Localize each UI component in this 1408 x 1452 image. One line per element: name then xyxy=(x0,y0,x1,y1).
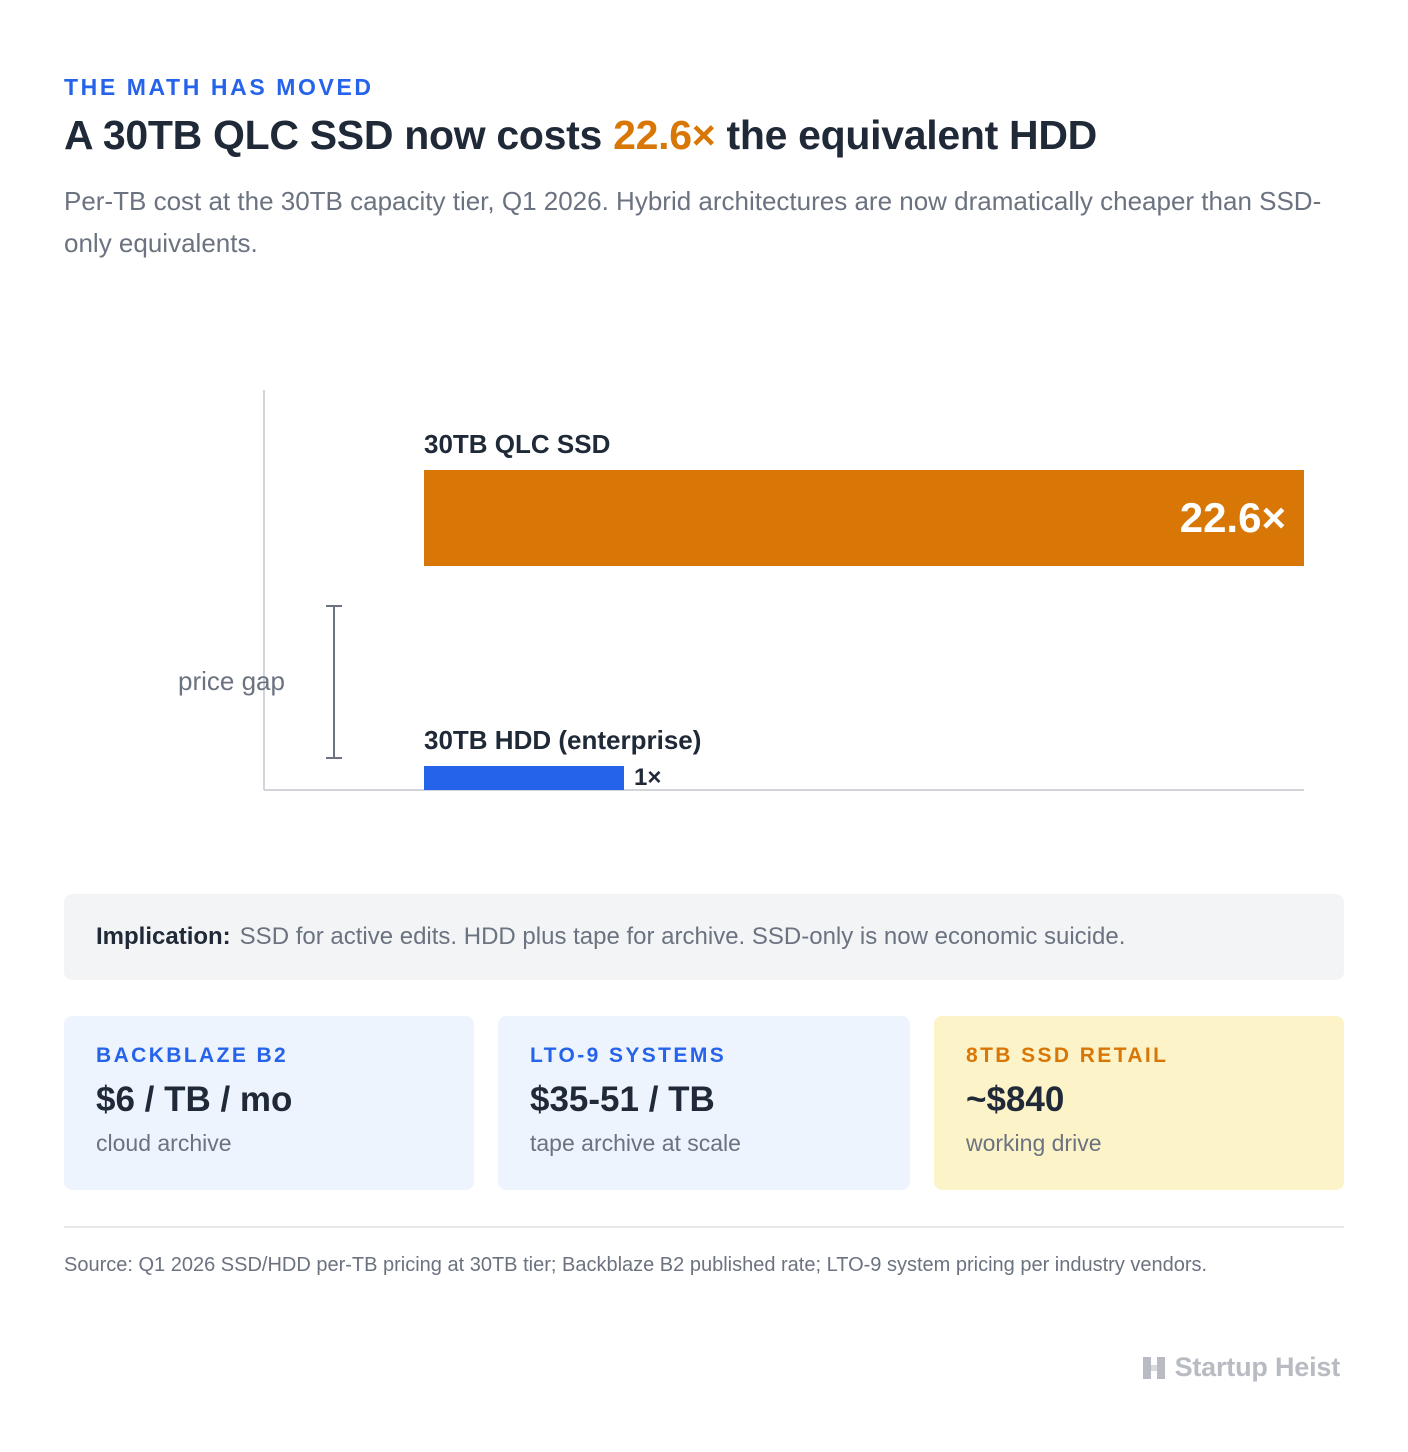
implication-text: SSD for active edits. HDD plus tape for … xyxy=(239,923,1126,950)
card-value: $35-51 / TB xyxy=(530,1080,715,1119)
headline-accent: 22.6× xyxy=(613,112,716,158)
bar-ssd xyxy=(424,470,1304,566)
card-value: $6 / TB / mo xyxy=(96,1080,293,1119)
price-gap-bracket xyxy=(326,605,342,759)
card-label: LTO-9 SYSTEMS xyxy=(530,1044,727,1067)
eyebrow-label: THE MATH HAS MOVED xyxy=(64,74,374,100)
stat-card-ssd-retail: 8TB SSD RETAIL ~$840 working drive xyxy=(934,1016,1344,1190)
value-label-hdd: 1× xyxy=(634,764,661,791)
source-note: Source: Q1 2026 SSD/HDD per-TB pricing a… xyxy=(64,1254,1208,1276)
card-note: working drive xyxy=(966,1130,1102,1156)
implication-box: Implication: SSD for active edits. HDD p… xyxy=(64,894,1344,980)
headline: A 30TB QLC SSD now costs 22.6× the equiv… xyxy=(64,112,1354,159)
footer-divider xyxy=(64,1226,1344,1228)
stat-card-backblaze: BACKBLAZE B2 $6 / TB / mo cloud archive xyxy=(64,1016,474,1190)
stat-card-lto9: LTO-9 SYSTEMS $35-51 / TB tape archive a… xyxy=(498,1016,910,1190)
card-value: ~$840 xyxy=(966,1080,1065,1119)
card-label: BACKBLAZE B2 xyxy=(96,1044,289,1067)
category-label-ssd: 30TB QLC SSD xyxy=(424,429,610,459)
bar-hdd xyxy=(424,766,624,790)
card-note: cloud archive xyxy=(96,1130,232,1156)
brand-logo: Startup Heist xyxy=(1141,1352,1340,1383)
category-label-hdd: 30TB HDD (enterprise) xyxy=(424,725,701,755)
headline-after: the equivalent HDD xyxy=(715,112,1097,158)
h-logo-icon xyxy=(1142,1356,1165,1379)
headline-before: A 30TB QLC SSD now costs xyxy=(64,112,614,158)
card-note: tape archive at scale xyxy=(530,1130,741,1156)
value-label-ssd: 22.6× xyxy=(1180,494,1286,541)
implication-label: Implication: xyxy=(96,923,231,950)
subtitle: Per-TB cost at the 30TB capacity tier, Q… xyxy=(64,186,1322,258)
bar-chart: 30TB QLC SSD 22.6× 30TB HDD (enterprise)… xyxy=(178,390,1304,791)
price-gap-label: price gap xyxy=(178,666,285,696)
card-label: 8TB SSD RETAIL xyxy=(966,1044,1169,1067)
brand-name: Startup Heist xyxy=(1174,1352,1341,1382)
